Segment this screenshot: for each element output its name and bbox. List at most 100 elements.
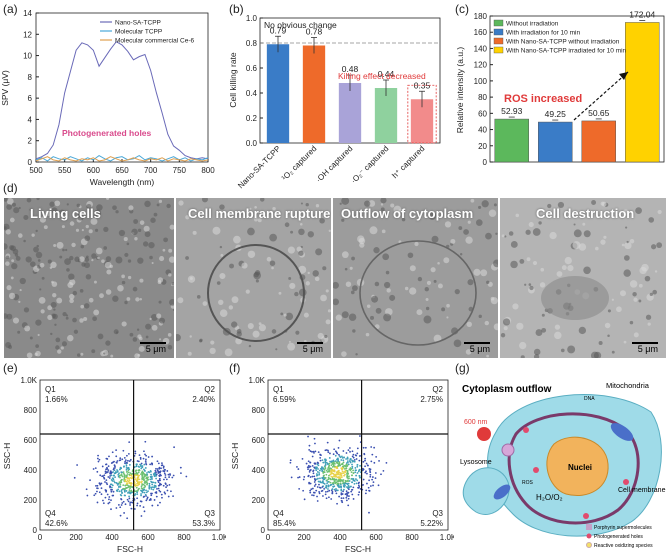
granule bbox=[583, 230, 591, 238]
event-dot bbox=[120, 473, 123, 476]
event-dot bbox=[364, 492, 367, 495]
granule bbox=[431, 235, 439, 243]
event-dot bbox=[329, 452, 331, 455]
event-dot bbox=[334, 466, 336, 469]
event-dot bbox=[128, 441, 131, 444]
granule bbox=[247, 227, 255, 236]
hole-dot bbox=[523, 427, 529, 433]
granule bbox=[476, 219, 483, 226]
event-dot bbox=[127, 453, 130, 455]
event-dot bbox=[316, 463, 319, 466]
event-dot bbox=[166, 470, 169, 472]
event-dot bbox=[108, 477, 111, 479]
y-tick-label: 400 bbox=[252, 466, 266, 475]
event-dot bbox=[309, 461, 312, 464]
granule bbox=[533, 348, 541, 356]
event-dot bbox=[311, 487, 314, 490]
granule bbox=[61, 341, 67, 347]
event-dot bbox=[355, 458, 358, 460]
granule bbox=[512, 303, 519, 310]
legend-entry: With irradiation for 10 min bbox=[506, 30, 580, 37]
event-dot bbox=[125, 476, 128, 478]
legend-swatch bbox=[493, 37, 504, 45]
granule bbox=[69, 221, 75, 226]
x-tick-label: 600 bbox=[87, 166, 101, 175]
micrograph-caption: Living cells bbox=[30, 206, 101, 221]
annotation-killing-decreased: Killing effect decreased bbox=[338, 71, 426, 81]
legend-entry: Without irradiation bbox=[506, 21, 559, 28]
scale-bar bbox=[464, 342, 490, 344]
event-dot bbox=[339, 479, 342, 482]
granule bbox=[139, 298, 143, 301]
granule bbox=[67, 282, 74, 288]
granule bbox=[76, 353, 81, 357]
x-tick-label: 1.0K bbox=[212, 533, 226, 542]
granule bbox=[635, 207, 642, 215]
event-dot bbox=[338, 455, 341, 458]
granule bbox=[272, 206, 276, 211]
x-tick-label: 400 bbox=[105, 533, 119, 542]
granule bbox=[172, 308, 174, 312]
granule bbox=[158, 199, 163, 204]
event-dot bbox=[344, 471, 347, 473]
granule bbox=[26, 352, 33, 358]
event-dot bbox=[163, 469, 166, 471]
event-dot bbox=[350, 490, 353, 493]
event-dot bbox=[324, 461, 327, 464]
event-dot bbox=[154, 472, 156, 475]
event-dot bbox=[97, 460, 100, 463]
event-dot bbox=[347, 484, 350, 487]
event-dot bbox=[143, 450, 145, 453]
granule bbox=[59, 255, 63, 259]
granule bbox=[189, 276, 193, 281]
granule bbox=[638, 283, 643, 288]
event-dot bbox=[166, 489, 169, 492]
event-dot bbox=[119, 457, 122, 460]
event-dot bbox=[137, 471, 140, 474]
event-dot bbox=[312, 472, 315, 475]
event-dot bbox=[333, 480, 336, 483]
event-dot bbox=[145, 499, 148, 502]
granule bbox=[116, 331, 119, 334]
granule bbox=[5, 255, 10, 260]
event-dot bbox=[99, 474, 102, 477]
granule bbox=[303, 312, 309, 318]
granule bbox=[136, 328, 140, 331]
granule bbox=[600, 239, 606, 245]
event-dot bbox=[130, 501, 132, 504]
light-source-icon bbox=[477, 427, 491, 441]
legend-swatch-porphyrin bbox=[586, 524, 592, 530]
event-dot bbox=[157, 462, 160, 465]
event-dot bbox=[349, 458, 352, 461]
granule bbox=[373, 247, 380, 254]
event-dot bbox=[136, 502, 139, 505]
event-dot bbox=[344, 469, 347, 472]
event-dot bbox=[315, 474, 318, 477]
event-dot bbox=[123, 477, 126, 480]
event-dot bbox=[301, 457, 304, 460]
granule bbox=[633, 297, 638, 302]
x-tick-label: 600 bbox=[369, 533, 383, 542]
quadrant-name: Q2 bbox=[432, 385, 443, 394]
granule bbox=[573, 223, 576, 226]
event-dot bbox=[155, 467, 157, 470]
event-dot bbox=[342, 482, 345, 485]
y-tick-label: 4 bbox=[28, 115, 33, 124]
event-dot bbox=[309, 482, 312, 485]
event-dot bbox=[307, 475, 310, 478]
event-dot bbox=[127, 491, 129, 494]
legend-swatch bbox=[493, 28, 504, 36]
granule bbox=[60, 346, 64, 350]
event-dot bbox=[345, 467, 348, 470]
event-dot bbox=[326, 479, 328, 482]
granule bbox=[341, 218, 345, 222]
event-dot bbox=[156, 487, 158, 490]
micrograph-texture bbox=[500, 198, 666, 358]
granule bbox=[29, 208, 32, 211]
granule bbox=[156, 313, 162, 319]
granule bbox=[12, 317, 20, 324]
event-dot bbox=[125, 483, 128, 485]
granule bbox=[157, 277, 164, 283]
granule bbox=[105, 289, 112, 295]
scale-bar bbox=[297, 342, 323, 344]
